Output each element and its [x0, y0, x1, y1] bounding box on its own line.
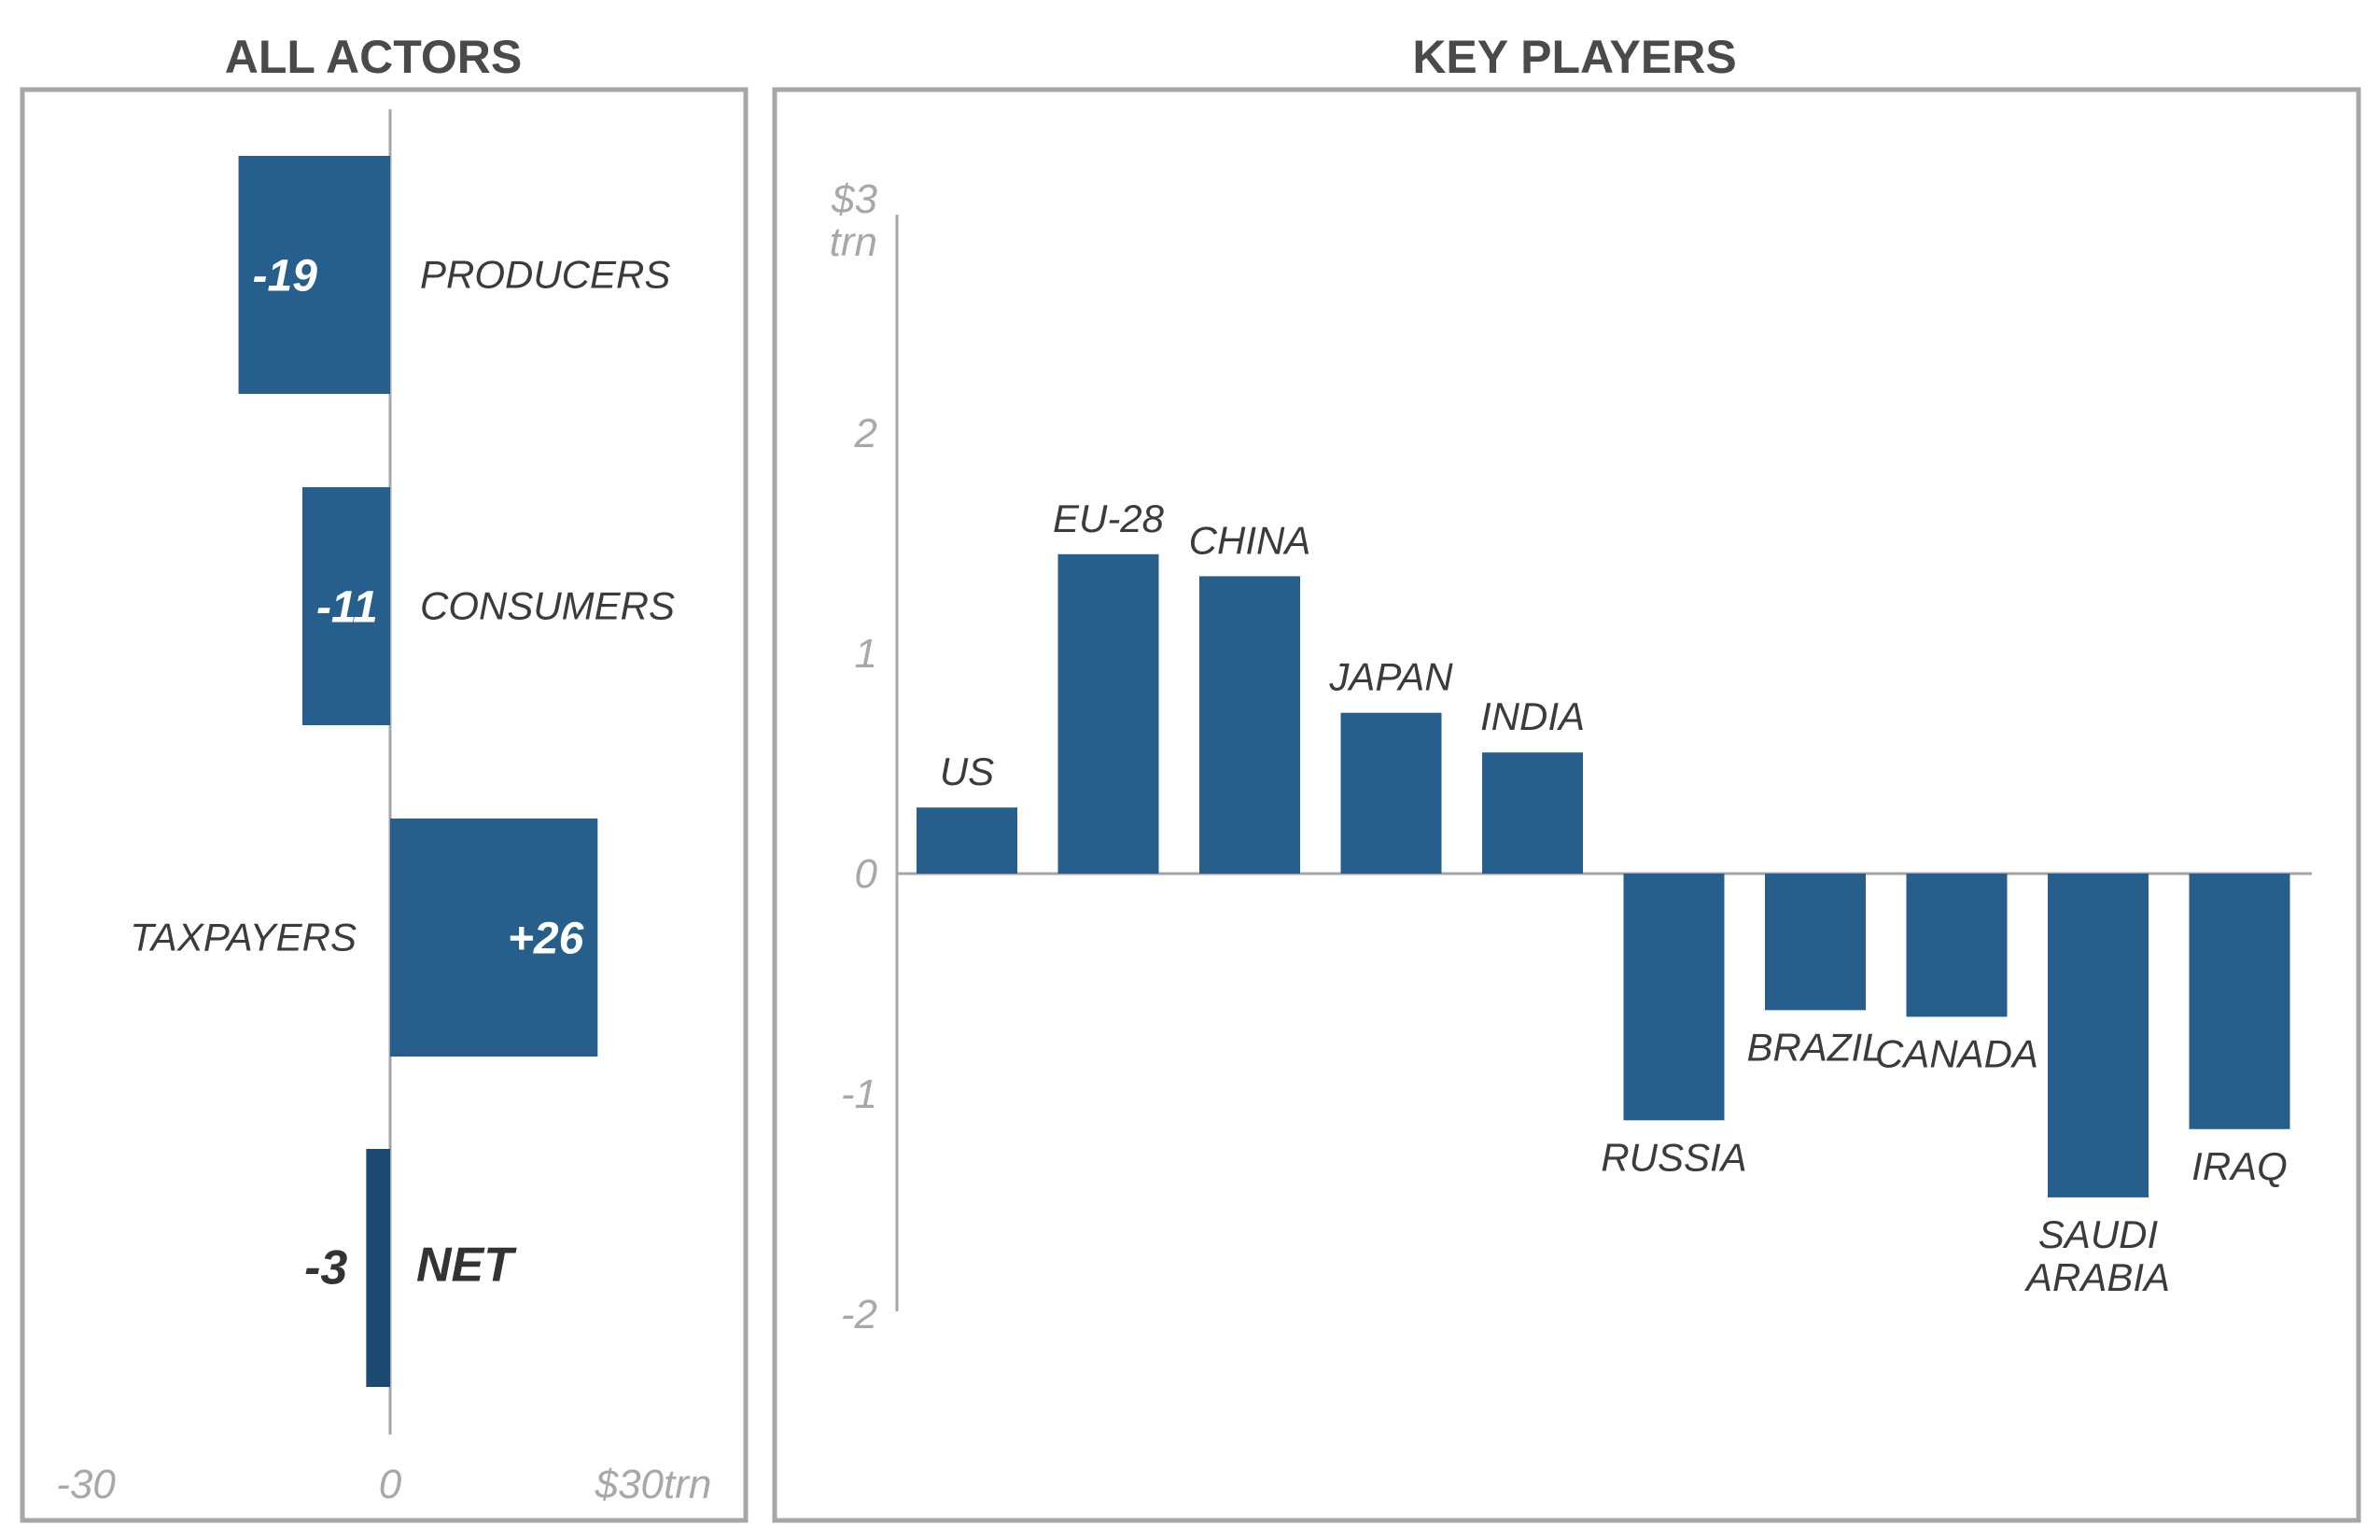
x-tick-2: $30trn — [595, 1462, 712, 1507]
bar-china — [1199, 576, 1300, 874]
bar-taxpayers — [390, 819, 598, 1057]
category-label-iraq: IRAQ — [2191, 1144, 2288, 1188]
all-actors-bars — [238, 156, 598, 1387]
value-label-producers: -19 — [253, 252, 318, 301]
category-label-china: CHINA — [1189, 518, 1311, 562]
bar-producers — [238, 156, 390, 394]
value-label-consumers: -11 — [316, 583, 378, 633]
x-tick-0: -30 — [56, 1462, 116, 1507]
y-tick-5: -2 — [841, 1292, 877, 1337]
all-actors-panel: ALL ACTORS -19 PRODUCERS -11 CONSUMERS +26 TA… — [20, 31, 749, 1523]
bar-consumers — [301, 487, 390, 725]
key-players-title: KEY PLAYERS — [1412, 31, 1736, 83]
category-label-taxpayers: TAXPAYERS — [130, 916, 357, 959]
value-label-net: -3 — [304, 1241, 347, 1295]
bar-net — [366, 1149, 390, 1387]
all-actors-title: ALL ACTORS — [225, 31, 523, 83]
key-players-panel: KEY PLAYERS US EU-28 CHINA JAPAN INDIA RUSSIA… — [772, 31, 2361, 1523]
y-tick-3: 0 — [855, 851, 878, 897]
bar-japan — [1340, 712, 1442, 874]
category-label-india: INDIA — [1480, 694, 1585, 738]
key-players-frame — [772, 87, 2361, 1523]
all-actors-x-ticks: -30 0 $30trn — [56, 1462, 711, 1507]
key-players-labels: US EU-28 CHINA JAPAN INDIA RUSSIA BRAZILCANADA… — [940, 497, 2288, 1299]
category-label-japan: JAPAN — [1328, 655, 1453, 699]
category-label-saudi-arabia: SAUDI ARABIA — [2023, 1212, 2170, 1299]
value-label-taxpayers: +26 — [508, 915, 584, 964]
key-players-bars — [917, 553, 2290, 1197]
bar-india — [1482, 752, 1583, 874]
category-label-canada: CANADA — [1875, 1031, 2038, 1075]
key-players-y-ticks: $3 trn 2 1 0 -1 -2 — [830, 176, 878, 1337]
all-actors-labels: -19 PRODUCERS -11 CONSUMERS +26 TAXPAYERS -3 NE… — [130, 252, 675, 1295]
bar-canada — [1906, 874, 2008, 1017]
all-actors-frame — [20, 87, 749, 1523]
y-tick-0: $3 trn — [830, 176, 878, 265]
category-label-net: NET — [416, 1239, 517, 1293]
x-tick-1: 0 — [379, 1462, 402, 1507]
category-label-eu-28: EU-28 — [1053, 497, 1165, 540]
bar-us — [917, 807, 1017, 874]
category-label-russia: RUSSIA — [1601, 1135, 1746, 1179]
y-tick-2: 1 — [855, 631, 877, 677]
y-tick-4: -1 — [841, 1071, 877, 1117]
bar-saudi-arabia — [2048, 874, 2149, 1197]
bar-brazil — [1765, 874, 1866, 1011]
bar-eu-28 — [1057, 553, 1159, 874]
category-label-producers: PRODUCERS — [420, 253, 670, 297]
bar-iraq — [2189, 874, 2290, 1129]
category-label-us: US — [940, 749, 994, 793]
bar-russia — [1623, 874, 1725, 1121]
y-tick-1: 2 — [854, 411, 877, 456]
category-label-consumers: CONSUMERS — [420, 584, 675, 628]
category-label-brazil: BRAZIL — [1746, 1025, 1883, 1069]
